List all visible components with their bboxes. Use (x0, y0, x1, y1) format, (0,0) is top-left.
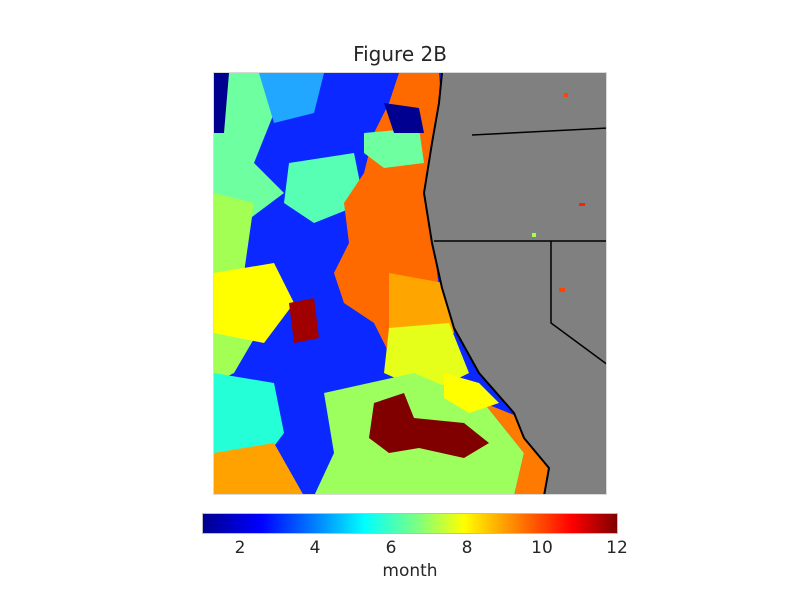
state-border-wa-or (471, 127, 606, 136)
land-mass (424, 73, 606, 494)
region-left-darkblue (214, 73, 229, 133)
colorbar-label: month (382, 561, 438, 581)
region-west-cyan (214, 73, 284, 233)
land-speckle (532, 233, 536, 237)
colorbar (202, 513, 618, 534)
region-south-darkred (369, 393, 489, 458)
state-border-ca-nv (550, 241, 606, 365)
coastline (422, 73, 551, 494)
colorbar-tick-label: 2 (234, 538, 246, 558)
region-north-darkblue (384, 103, 424, 133)
region-north-lightblue (259, 73, 324, 123)
colorbar-tick-label: 8 (461, 538, 473, 558)
colorbar-tick-label: 10 (531, 538, 553, 558)
map-panel (213, 72, 607, 495)
colorbar-tick-label: 12 (606, 538, 628, 558)
figure-title: Figure 2B (353, 42, 447, 66)
land-speckle (579, 203, 585, 206)
land-speckle (564, 93, 568, 97)
region-mid-darkred (289, 298, 319, 343)
region-southwest-orange (214, 443, 303, 494)
colorbar-tick-label: 4 (309, 538, 321, 558)
land-speckle (559, 288, 565, 292)
peak-month-map (214, 73, 606, 494)
region-south-coastal-orange (484, 403, 554, 494)
region-north-coastal-cyan (364, 128, 424, 168)
colorbar-tick-label: 6 (385, 538, 397, 558)
region-midwest-cyan (284, 153, 364, 223)
region-west-yellow (214, 263, 294, 343)
region-south-coastal-yellow (444, 373, 499, 413)
